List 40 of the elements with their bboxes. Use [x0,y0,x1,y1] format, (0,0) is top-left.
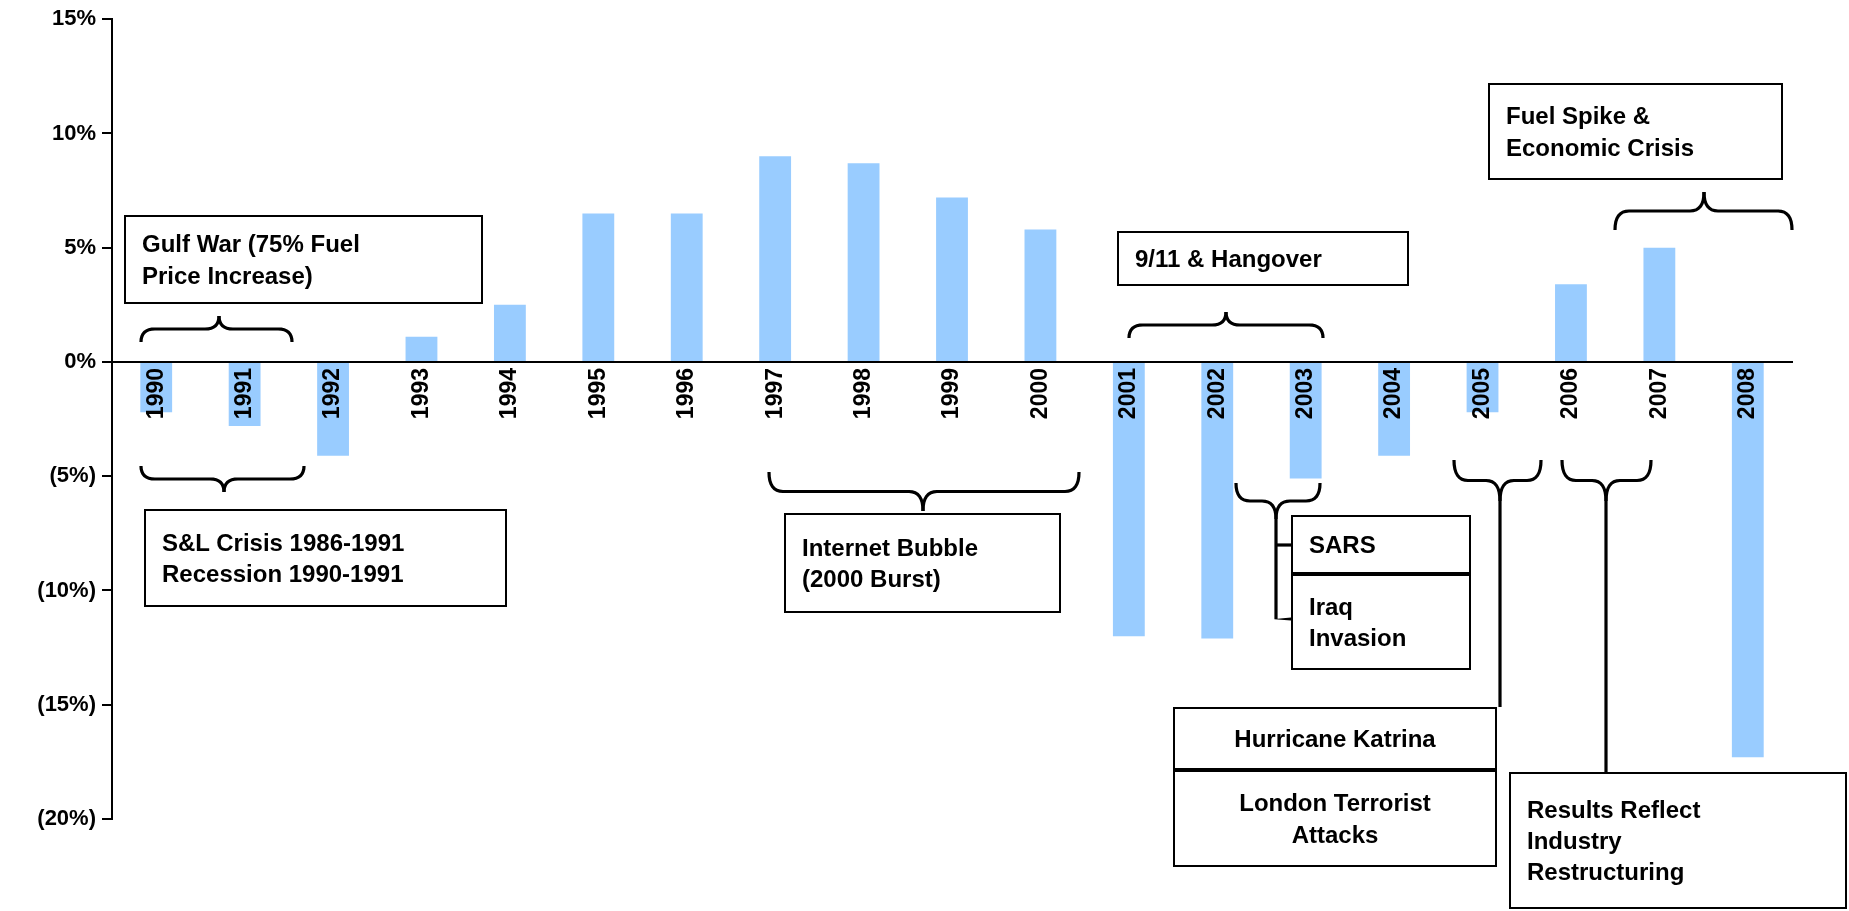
x-tick-label: 1995 [583,367,610,420]
x-tick-label: 2003 [1291,367,1318,420]
bar [1643,247,1676,361]
x-tick-label: 1999 [937,367,964,420]
bar [405,336,438,361]
x-tick-label: 1997 [760,367,787,420]
y-tick-label: (15%) [37,690,96,716]
x-tick-label: 2006 [1556,367,1583,420]
x-tick-label: 2005 [1467,367,1494,420]
bar [1024,229,1057,361]
x-tick-label: 2000 [1025,367,1052,420]
x-tick-label: 1991 [229,367,256,420]
y-tick-label: 5% [64,233,96,259]
bar [670,213,703,361]
x-tick-label: 1996 [672,367,699,420]
y-tick-label: 10% [51,119,96,145]
bar [1201,362,1234,639]
x-tick-label: 2004 [1379,367,1406,420]
bar [493,304,526,361]
y-tick-label: (10%) [37,576,96,602]
bar [936,197,968,361]
x-tick-label: 1998 [848,367,875,420]
bar [1112,362,1145,637]
x-tick-label: 2001 [1114,367,1141,420]
y-tick-label: 0% [64,348,96,374]
bar [847,163,880,361]
y-tick-label: (5%) [49,462,96,488]
bar [582,213,615,361]
x-tick-label: 1992 [318,367,345,420]
x-tick-label: 1994 [495,367,522,420]
x-tick-label: 1990 [141,367,168,420]
x-tick-label: 2007 [1644,367,1671,420]
bar [1555,284,1587,361]
y-tick-label: 15% [51,5,96,31]
bar [1731,362,1764,758]
bar [759,156,792,361]
x-tick-label: 2008 [1733,367,1760,420]
x-tick-label: 1993 [406,367,433,420]
x-tick-label: 2002 [1202,367,1229,420]
y-tick-label: (20%) [37,805,96,831]
